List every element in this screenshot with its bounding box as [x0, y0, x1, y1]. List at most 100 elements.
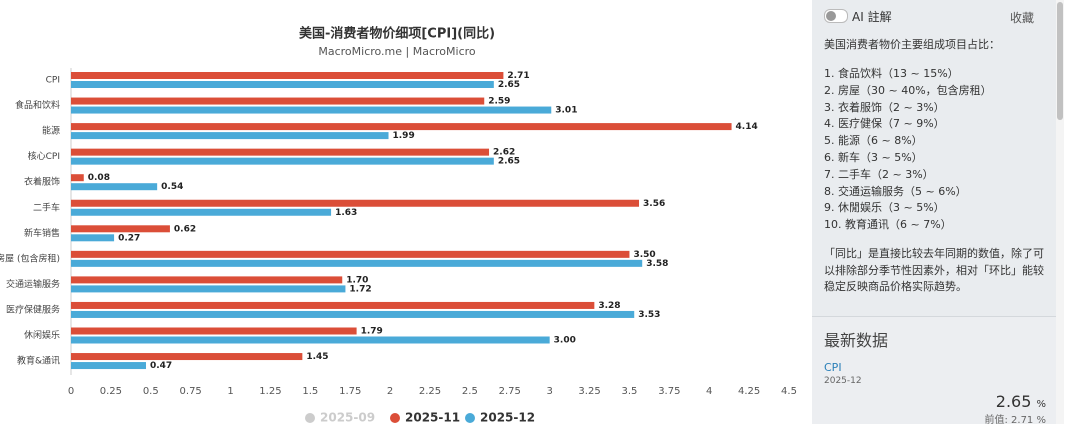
list-item: 10. 教育通讯（6 ~ 7%） [824, 218, 952, 232]
intro: 美国消费者物价主要组成项目占比： [824, 38, 1000, 51]
value-label: 4.14 [736, 122, 758, 132]
x-tick-label: 1.75 [339, 386, 361, 397]
x-tick-label: 0.5 [143, 386, 159, 397]
chart: 美国-消费者物价细项[CPI](同比) MacroMicro.me | Macr… [0, 26, 797, 424]
bar [71, 285, 346, 293]
value-label: 2.59 [488, 97, 510, 107]
bar [71, 250, 630, 258]
list-item: 3. 衣着服饰（2 ~ 3%） [824, 100, 945, 114]
legend-label: 2025-09 [320, 411, 375, 424]
x-tick-label: 3 [546, 386, 552, 397]
x-tick-label: 1 [227, 386, 233, 397]
y-tick-label: 房屋 (包含房租) [0, 252, 60, 264]
legend-marker [305, 413, 315, 423]
list-item: 4. 医疗健保（7 ~ 9%） [824, 117, 945, 131]
x-tick-label: 3.25 [578, 386, 600, 397]
value-label: 1.72 [349, 284, 371, 294]
x-tick-label: 0.25 [100, 386, 122, 397]
bar [71, 362, 146, 370]
value-label: 2.65 [498, 157, 520, 167]
bar [71, 336, 550, 344]
annotation-panel: AI 註解 收藏 美国消费者物价主要组成项目占比： 1. 食品饮料（13 ~ 1… [812, 0, 1056, 317]
value-label: 2.65 [498, 80, 520, 90]
value-label: 3.01 [555, 106, 577, 116]
list-item: 1. 食品饮料（13 ~ 15%） [824, 67, 959, 80]
value-label: 3.00 [554, 336, 576, 346]
bar [71, 132, 389, 140]
value-label: 3.58 [646, 259, 668, 269]
y-tick-label: 休闲娱乐 [24, 329, 60, 341]
x-tick-label: 4 [706, 386, 712, 397]
bar [71, 234, 115, 242]
x-tick-label: 3.75 [658, 386, 680, 397]
latest-name: CPI [824, 361, 842, 374]
favorite[interactable]: 收藏 [1010, 11, 1035, 25]
y-tick-label: 食品和饮料 [15, 99, 60, 111]
bar [71, 106, 552, 114]
value-label: 1.45 [306, 352, 328, 362]
bar [71, 72, 504, 79]
x-tick-label: 1.5 [302, 386, 318, 397]
value-label: 3.56 [643, 199, 665, 209]
bar [71, 174, 84, 182]
item-list: 1. 食品饮料（13 ~ 15%） 2. 房屋（30 ~ 40%，包含房租） 3. … [824, 66, 992, 234]
latest-value: 2.65 [995, 392, 1032, 411]
value-label: 3.28 [598, 301, 620, 311]
value-label: 1.70 [346, 275, 368, 285]
list-item: 9. 休閒娱乐（3 ~ 5%） [824, 201, 945, 215]
x-tick-label: 0.75 [180, 386, 202, 397]
y-tick-label: CPI [46, 76, 60, 86]
y-tick-label: 教育&通讯 [17, 355, 60, 367]
value-label: 0.62 [174, 224, 196, 234]
x-tick-label: 2 [387, 386, 393, 397]
side-panel: AI 註解 收藏 美国消费者物价主要组成项目占比： 1. 食品饮料（13 ~ 1… [812, 0, 1056, 424]
bar [71, 123, 732, 131]
value-label: 1.79 [361, 327, 383, 337]
bar [71, 208, 332, 216]
bar [71, 81, 494, 88]
x-tick-label: 0 [68, 386, 74, 397]
value-label: 1.63 [335, 208, 357, 218]
latest-value-box: 2.65 % [996, 392, 1046, 411]
latest-date: 2025-12 [824, 376, 862, 386]
previous-value: 2.71 [1011, 415, 1034, 424]
note: 「同比」是直接比较去年同期的数值，除了可以排除部分季节性因素外，相对「环比」能较… [824, 247, 1044, 293]
y-tick-label: 二手车 [33, 201, 60, 213]
latest-heading: 最新数据 [824, 331, 889, 350]
legend-marker [390, 413, 400, 423]
bar [71, 148, 490, 156]
value-label: 0.08 [88, 173, 110, 183]
list-item: 8. 交通运输服务（5 ~ 6%） [824, 184, 967, 198]
y-tick-label: 新车销售 [24, 227, 60, 239]
scrollbar[interactable] [1056, 0, 1064, 424]
previous-box: 前值: 2.71 % [984, 411, 1046, 424]
x-tick-label: 2.5 [462, 386, 478, 397]
ai-toggle[interactable] [824, 9, 848, 23]
x-tick-label: 1.25 [259, 386, 281, 397]
bar [71, 353, 303, 361]
bar [71, 97, 485, 105]
list-item: 2. 房屋（30 ~ 40%，包含房租） [824, 83, 992, 97]
x-tick-label: 2.75 [499, 386, 521, 397]
chart-title: 美国-消费者物价细项[CPI](同比) [299, 26, 495, 42]
previous-label: 前值: [984, 415, 1008, 424]
bar [71, 157, 494, 165]
value-label: 2.62 [493, 148, 515, 158]
bar [71, 310, 635, 318]
bar [71, 259, 643, 267]
previous-unit: % [1036, 415, 1046, 424]
bar [71, 301, 595, 309]
bar [71, 183, 158, 191]
scrollbar-thumb[interactable] [1057, 2, 1063, 120]
value-label: 0.27 [118, 233, 140, 243]
bar [71, 327, 357, 335]
value-label: 2.71 [507, 71, 529, 81]
x-tick-label: 3.5 [621, 386, 637, 397]
chart-subtitle: MacroMicro.me | MacroMicro [318, 45, 476, 58]
x-tick-label: 2.25 [419, 386, 441, 397]
list-item: 5. 能源（6 ~ 8%） [824, 134, 923, 148]
value-label: 0.54 [161, 182, 183, 192]
list-item: 7. 二手车（2 ~ 3%） [824, 167, 934, 181]
legend-marker [465, 413, 475, 423]
